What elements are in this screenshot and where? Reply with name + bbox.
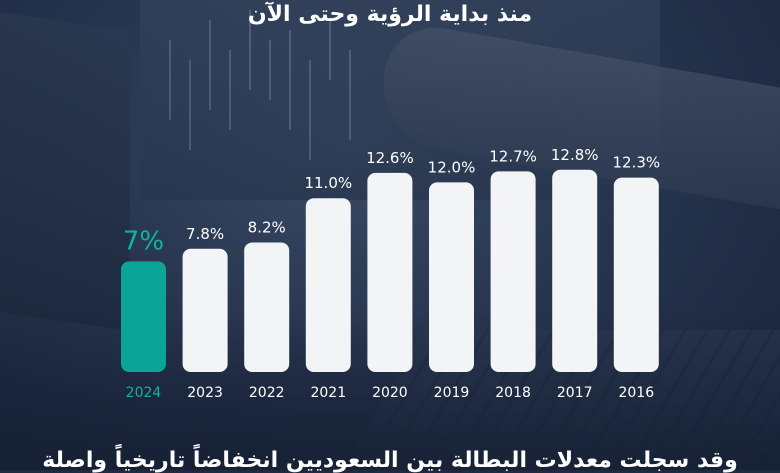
bar-2022 (244, 242, 290, 372)
year-label-2018: 2018 (495, 385, 531, 401)
value-label-2022: 8.2% (248, 218, 286, 236)
bar-2023 (182, 248, 228, 372)
year-label-2022: 2022 (249, 385, 285, 401)
value-label-2020: 12.6% (366, 149, 414, 167)
value-label-2024: 7% (123, 226, 164, 256)
year-label-2021: 2021 (310, 385, 346, 401)
value-label-2019: 12.0% (428, 158, 476, 176)
chart-title: منذ بداية الرؤية وحتى الآن (247, 2, 533, 27)
bar-2019 (429, 182, 474, 372)
value-label-2017: 12.8% (551, 146, 599, 164)
year-label-2020: 2020 (372, 385, 408, 401)
value-label-2018: 12.7% (489, 147, 537, 165)
bar-2021 (305, 198, 351, 372)
footer-text: وقد سجلت معدلات البطالة بين السعوديين ان… (42, 448, 738, 473)
bar-2016 (613, 177, 659, 372)
bar-2024 (121, 261, 166, 372)
bar-2020 (367, 172, 413, 372)
bar-2017 (552, 169, 598, 372)
value-label-2016: 12.3% (612, 154, 660, 172)
value-label-2023: 7.8% (186, 225, 224, 243)
background-candlesticks (169, 10, 351, 160)
year-label-2017: 2017 (557, 385, 593, 401)
year-label-2024: 2024 (126, 385, 162, 401)
year-label-2016: 2016 (618, 385, 654, 401)
year-label-2019: 2019 (434, 385, 470, 401)
year-label-2023: 2023 (187, 385, 223, 401)
bar-2018 (490, 171, 536, 372)
value-label-2021: 11.0% (304, 174, 352, 192)
